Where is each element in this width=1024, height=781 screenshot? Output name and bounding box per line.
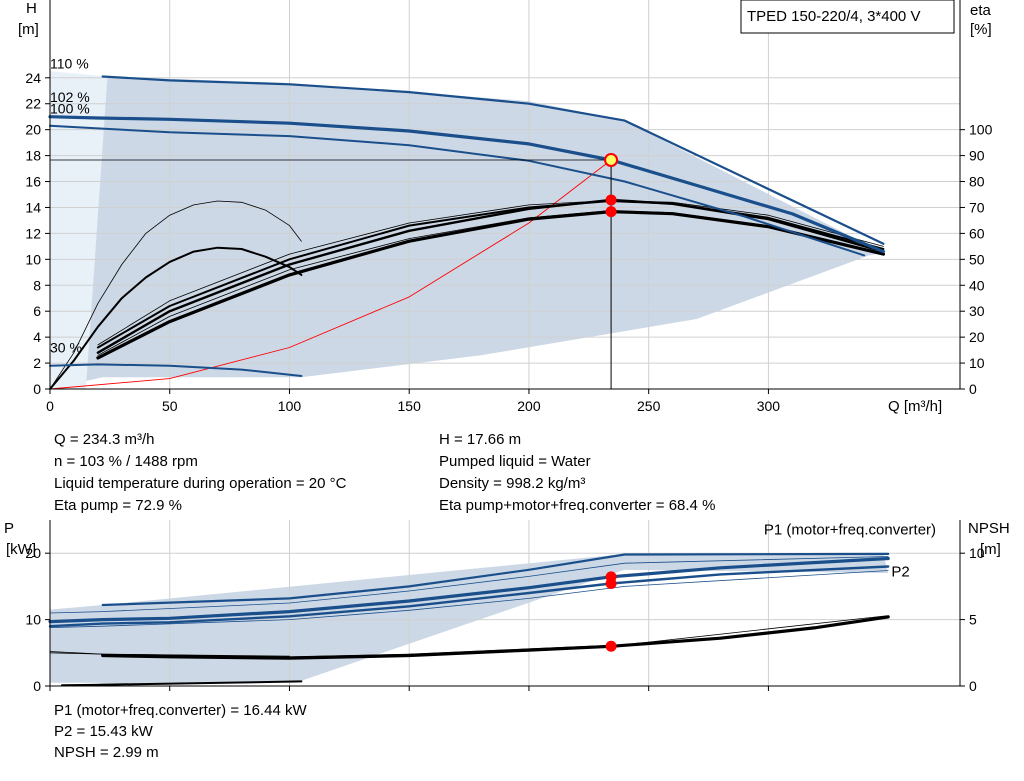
efficiency-curve-eta-total (96, 210, 885, 360)
y-left-tick-label-9: 18 (25, 148, 41, 164)
y-left-tick-label-10: 20 (25, 122, 41, 138)
efficiency-curve-eta-110-thin (97, 200, 884, 346)
readout-liquid-temp: Liquid temperature during operation = 20… (54, 475, 347, 492)
y-right-tick-label-8: 80 (969, 174, 985, 190)
series-label-1: P2 (891, 563, 909, 580)
head-curve-30pct (49, 363, 303, 377)
npsh-axis-label-line2: [m] (980, 541, 1001, 558)
y-left-tick-label-6: 12 (25, 225, 41, 241)
power-curve-P-30 (61, 680, 303, 687)
speed-label-0: 110 % (50, 55, 89, 71)
readout-eta-total: Eta pump+motor+freq.converter = 68.4 % (439, 497, 716, 514)
head-curve-100pct (49, 124, 866, 257)
npsh-curve-NPSH-thick (101, 615, 890, 660)
y-left-tick-label-0: 0 (33, 381, 41, 397)
speed-label-2: 100 % (50, 101, 90, 117)
y-right-tick-label-2: 10 (969, 545, 985, 561)
duty-point-eta-total (605, 206, 617, 218)
y-left-tick-label-5: 10 (25, 251, 41, 267)
y-left-tick-label-1: 10 (25, 612, 41, 628)
head-curve-103pct (48, 115, 885, 254)
readout-speed: n = 103 % / 1488 rpm (54, 453, 198, 470)
readout-top-left: Q = 234.3 m³/h n = 103 % / 1488 rpm Liqu… (54, 429, 346, 517)
y-left-tick-label-4: 8 (33, 277, 41, 293)
readout-eta-pump: Eta pump = 72.9 % (54, 497, 182, 514)
y-left-tick-label-12: 24 (25, 70, 41, 86)
duty-point-head (604, 153, 619, 168)
y-right-tick-label-4: 40 (969, 277, 985, 293)
y-left-tick-label-8: 16 (25, 174, 41, 190)
y-right-tick-label-9: 90 (969, 148, 985, 164)
readout-head: H = 17.66 m (439, 431, 522, 448)
x-tick-label-4: 200 (517, 398, 541, 414)
duty-point-npsh (605, 640, 617, 652)
y-right-label-line1: eta (970, 2, 992, 19)
readout-top-right: H = 17.66 m Pumped liquid = Water Densit… (439, 429, 715, 517)
npsh-axis-label-line1: NPSH (968, 520, 1010, 537)
head-efficiency-chart: 110 %102 %100 %30 %0 50 100 150 200 250 300024… (18, 0, 993, 415)
p-axis-label-line1: P (4, 520, 14, 537)
readout-bottom: P1 (motor+freq.converter) = 16.44 kW P2 … (54, 700, 307, 763)
y-right-tick-label-1: 10 (969, 355, 985, 371)
y-left-tick-label-2: 4 (33, 329, 41, 345)
x-tick-label-0: 0 (46, 398, 54, 414)
power-curve-P1 (48, 556, 890, 624)
power-curve-P1-thin (49, 556, 889, 614)
y-right-tick-label-0: 0 (969, 678, 977, 694)
y-left-label-line2: [m] (18, 21, 39, 38)
y-left-tick-label-7: 14 (25, 199, 41, 215)
x-tick-label-5: 250 (637, 398, 661, 414)
y-left-label-line1: H (26, 0, 37, 17)
power-curve-P2-thin (49, 570, 889, 628)
y-right-tick-label-2: 20 (969, 329, 985, 345)
y-left-tick-label-0: 0 (33, 678, 41, 694)
readout-density: Density = 998.2 kg/m³ (439, 475, 586, 492)
readout-npsh: NPSH = 2.99 m (54, 744, 159, 761)
head-curve-110pct (101, 75, 885, 245)
p-axis-label-line2: [kW] (6, 541, 36, 558)
readout-pumped-liquid: Pumped liquid = Water (439, 453, 591, 470)
y-right-tick-label-0: 0 (969, 381, 977, 397)
y-left-tick-label-1: 2 (33, 355, 41, 371)
y-left-tick-label-3: 6 (33, 303, 41, 319)
readout-p1: P1 (motor+freq.converter) = 16.44 kW (54, 702, 307, 719)
efficiency-curve-eta-30-thin (49, 200, 302, 390)
y-right-tick-label-3: 30 (969, 303, 985, 319)
y-right-label-line2: [%] (970, 21, 992, 38)
y-right-tick-label-6: 60 (969, 225, 985, 241)
x-tick-label-3: 150 (398, 398, 422, 414)
speed-label-1: 102 % (50, 89, 90, 105)
x-axis-label: Q [m³/h] (888, 398, 942, 415)
y-right-tick-label-5: 50 (969, 251, 985, 267)
y-right-tick-label-1: 5 (969, 612, 977, 628)
duty-point-p2 (605, 578, 617, 590)
readout-p2: P2 = 15.43 kW (54, 723, 153, 740)
system-curve (49, 159, 612, 390)
power-npsh-chart: P1 (motor+freq.converter) P2 0 10 20 0 5 10 P [kW… (4, 520, 1010, 694)
series-label-0: P1 (motor+freq.converter) (764, 522, 936, 539)
duty-point-eta-pump (605, 194, 617, 206)
npsh-curve-NPSH-thin (49, 615, 889, 658)
y-right-tick-label-10: 100 (969, 122, 993, 138)
chart-title: TPED 150-220/4, 3*400 V (747, 8, 920, 25)
y-right-tick-label-7: 70 (969, 199, 985, 215)
x-tick-label-2: 100 (278, 398, 302, 414)
speed-label-3: 30 % (50, 339, 82, 355)
operating-envelope-light (50, 71, 108, 390)
readout-flow: Q = 234.3 m³/h (54, 431, 155, 448)
efficiency-curve-eta-30 (49, 246, 303, 390)
power-curve-P1-110 (101, 552, 890, 607)
y-left-tick-label-11: 22 (25, 96, 41, 112)
x-tick-label-6: 300 (757, 398, 781, 414)
x-tick-label-1: 50 (162, 398, 178, 414)
y-left-tick-label-2: 20 (25, 545, 41, 561)
power-curve-P2 (48, 565, 890, 628)
title-box: TPED 150-220/4, 3*400 V (740, 0, 955, 34)
